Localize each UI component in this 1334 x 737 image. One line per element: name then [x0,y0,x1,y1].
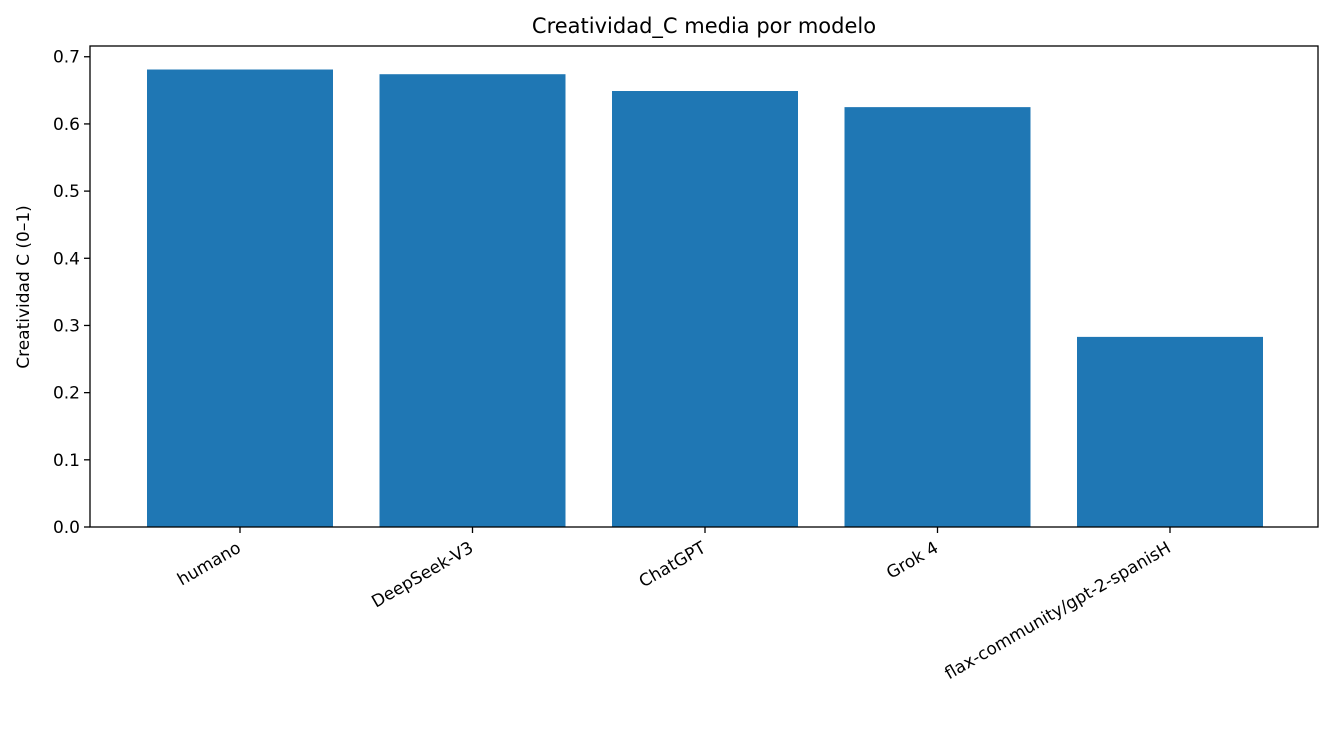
bar-4 [844,107,1031,527]
x-tick-label: humano [174,538,244,590]
bar-3 [612,91,798,528]
y-axis: 0.0 0.1 0.2 0.3 0.4 0.5 0.6 0.7 [53,48,90,538]
x-tick-label: ChatGPT [636,538,710,592]
x-tick-label: Grok 4 [883,538,942,583]
bars-group [147,69,1263,528]
y-tick-label: 0.1 [53,451,80,471]
y-tick-label: 0.6 [53,115,80,135]
bar-5 [1077,336,1263,527]
plot-frame [89,45,1319,528]
bar-1 [147,69,333,527]
y-axis-label: Creatividad C (0–1) [14,205,34,369]
y-tick-label: 0.4 [53,249,80,269]
x-tick-label: flax-community/gpt-2-spanisH [942,538,1175,684]
bar-2 [379,74,566,527]
y-tick-label: 0.0 [53,518,80,538]
chart-title: Creatividad_C media por modelo [532,14,876,39]
x-tick-label: DeepSeek-V3 [368,538,477,612]
y-tick-label: 0.7 [53,48,80,68]
y-tick-label: 0.2 [53,384,80,404]
y-tick-label: 0.3 [53,316,80,336]
x-axis: humano DeepSeek-V3 ChatGPT Grok 4 flax-commu… [174,527,1175,684]
y-tick-label: 0.5 [53,182,80,202]
